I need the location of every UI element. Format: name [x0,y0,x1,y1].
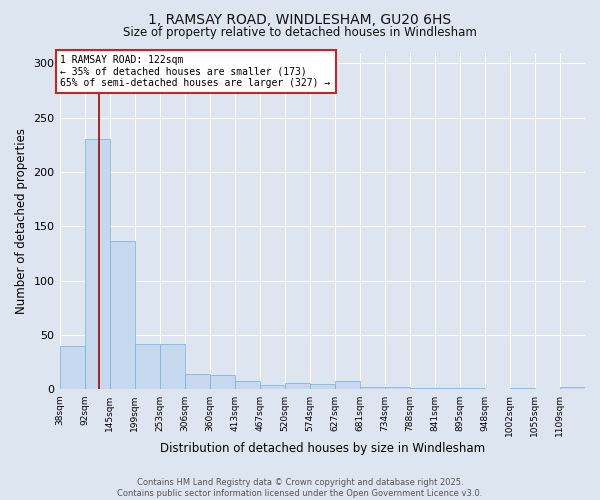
Bar [410,388,434,390]
Bar [360,388,385,390]
Bar [385,388,410,390]
Bar [185,374,210,390]
Bar [85,140,110,390]
Bar [110,240,135,390]
Bar [310,384,335,390]
Bar [210,376,235,390]
X-axis label: Distribution of detached houses by size in Windlesham: Distribution of detached houses by size … [160,442,485,455]
Bar [460,388,485,390]
Bar [59,346,85,390]
Text: 1, RAMSAY ROAD, WINDLESHAM, GU20 6HS: 1, RAMSAY ROAD, WINDLESHAM, GU20 6HS [148,12,452,26]
Bar [335,381,360,390]
Bar [235,381,260,390]
Bar [284,383,310,390]
Bar [560,388,585,390]
Bar [260,385,284,390]
Bar [160,344,185,390]
Text: Contains HM Land Registry data © Crown copyright and database right 2025.
Contai: Contains HM Land Registry data © Crown c… [118,478,482,498]
Text: 1 RAMSAY ROAD: 122sqm
← 35% of detached houses are smaller (173)
65% of semi-det: 1 RAMSAY ROAD: 122sqm ← 35% of detached … [61,54,331,88]
Y-axis label: Number of detached properties: Number of detached properties [15,128,28,314]
Bar [434,388,460,390]
Text: Size of property relative to detached houses in Windlesham: Size of property relative to detached ho… [123,26,477,39]
Bar [510,388,535,390]
Bar [135,344,160,390]
